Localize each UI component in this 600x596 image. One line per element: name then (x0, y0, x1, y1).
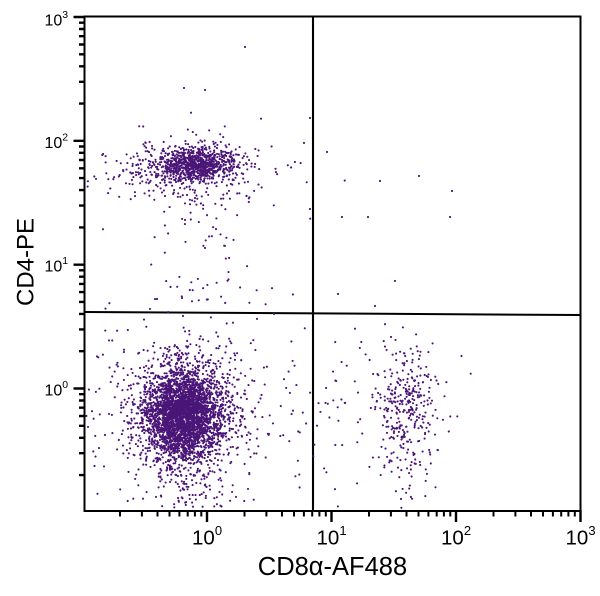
svg-text:102: 102 (441, 523, 471, 550)
svg-text:CD4-PE: CD4-PE (13, 218, 40, 306)
svg-text:100: 100 (45, 379, 69, 400)
svg-text:102: 102 (45, 131, 69, 152)
svg-text:101: 101 (45, 255, 69, 276)
svg-text:100: 100 (192, 523, 222, 550)
svg-text:103: 103 (566, 523, 596, 550)
svg-text:103: 103 (45, 9, 69, 30)
svg-text:CD8α-AF488: CD8α-AF488 (258, 553, 407, 581)
svg-text:101: 101 (317, 523, 347, 550)
